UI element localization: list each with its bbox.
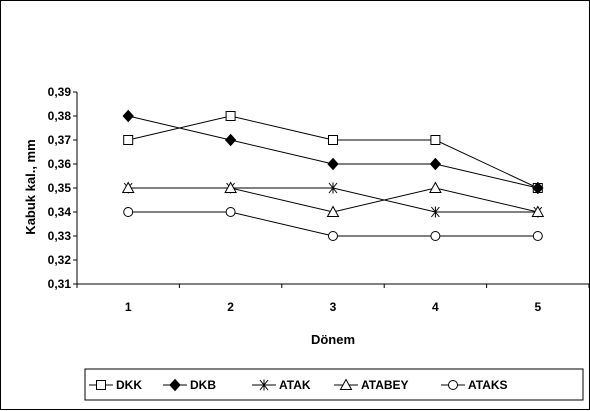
legend-marker-dkk — [96, 380, 106, 390]
data-point-dkk — [328, 135, 338, 145]
series-ataks — [123, 207, 543, 241]
x-tick-label: 3 — [330, 300, 337, 314]
series-atabey — [121, 181, 545, 217]
series-dkk — [123, 111, 543, 193]
data-point-atabey — [531, 205, 545, 217]
data-point-dkb — [532, 181, 544, 195]
x-tick-label: 2 — [227, 300, 234, 314]
legend-label-atak: ATAK — [279, 378, 311, 392]
data-point-dkk — [225, 111, 236, 121]
y-tick-label: 0,36 — [48, 157, 72, 171]
legend-item-dkk: DKK — [89, 378, 142, 392]
series-line-dkk — [128, 115, 539, 189]
data-point-dkk — [430, 135, 441, 145]
y-tick-label: 0,38 — [48, 109, 72, 123]
data-point-dkb — [429, 157, 442, 171]
legend-item-atabey: ATABEY — [334, 378, 409, 392]
data-point-atabey — [429, 181, 442, 193]
axes: 0,31 0,32 0,33 0,34 0,35 0,36 0,37 0,38 0,39 1 2 3 4… — [48, 85, 590, 314]
data-point-atak — [431, 206, 440, 218]
data-point-atabey — [224, 181, 237, 193]
series-layer — [121, 109, 545, 241]
legend-label-atabey: ATABEY — [361, 378, 409, 392]
legend-marker-atak — [259, 379, 269, 391]
x-tick-label: 4 — [432, 300, 439, 314]
legend-marker-atabey — [339, 378, 353, 390]
data-point-ataks — [430, 231, 441, 241]
data-point-atabey — [121, 181, 135, 193]
data-point-dkk — [123, 135, 134, 145]
series-line-dkb — [128, 115, 538, 189]
legend-item-dkb: DKB — [163, 378, 216, 392]
x-tick-label: 1 — [125, 300, 132, 314]
data-point-dkb — [224, 133, 237, 147]
data-point-atak — [328, 182, 338, 194]
data-point-ataks — [123, 207, 134, 217]
x-tick-label: 5 — [534, 300, 541, 314]
data-point-ataks — [532, 231, 543, 241]
y-tick-label: 0,32 — [48, 253, 72, 267]
data-point-dkb — [122, 109, 134, 123]
y-tick-label: 0,33 — [48, 229, 72, 243]
data-point-dkb — [327, 157, 339, 171]
y-tick-label: 0,34 — [48, 205, 72, 219]
y-tick-label: 0,35 — [48, 181, 72, 195]
y-tick-label: 0,31 — [48, 277, 72, 291]
data-point-atabey — [326, 205, 340, 217]
legend-item-ataks: ATAKS — [441, 378, 508, 392]
legend-label-dkb: DKB — [190, 378, 216, 392]
y-axis-title: Kabuk kal., mm — [23, 139, 38, 234]
legend-label-ataks: ATAKS — [468, 378, 508, 392]
legend-item-atak: ATAK — [252, 378, 311, 392]
series-dkb — [122, 109, 544, 195]
y-tick-label: 0,39 — [48, 85, 72, 99]
y-tick-label: 0,37 — [48, 133, 72, 147]
data-point-ataks — [225, 207, 236, 217]
x-axis-title: Dönem — [311, 332, 355, 347]
legend: DKK DKB ATAK ATABEY ATAKS — [84, 368, 584, 401]
legend-label-dkk: DKK — [116, 378, 142, 392]
data-point-ataks — [328, 231, 338, 241]
legend-marker-ataks — [448, 380, 458, 390]
legend-marker-dkb — [169, 378, 181, 392]
